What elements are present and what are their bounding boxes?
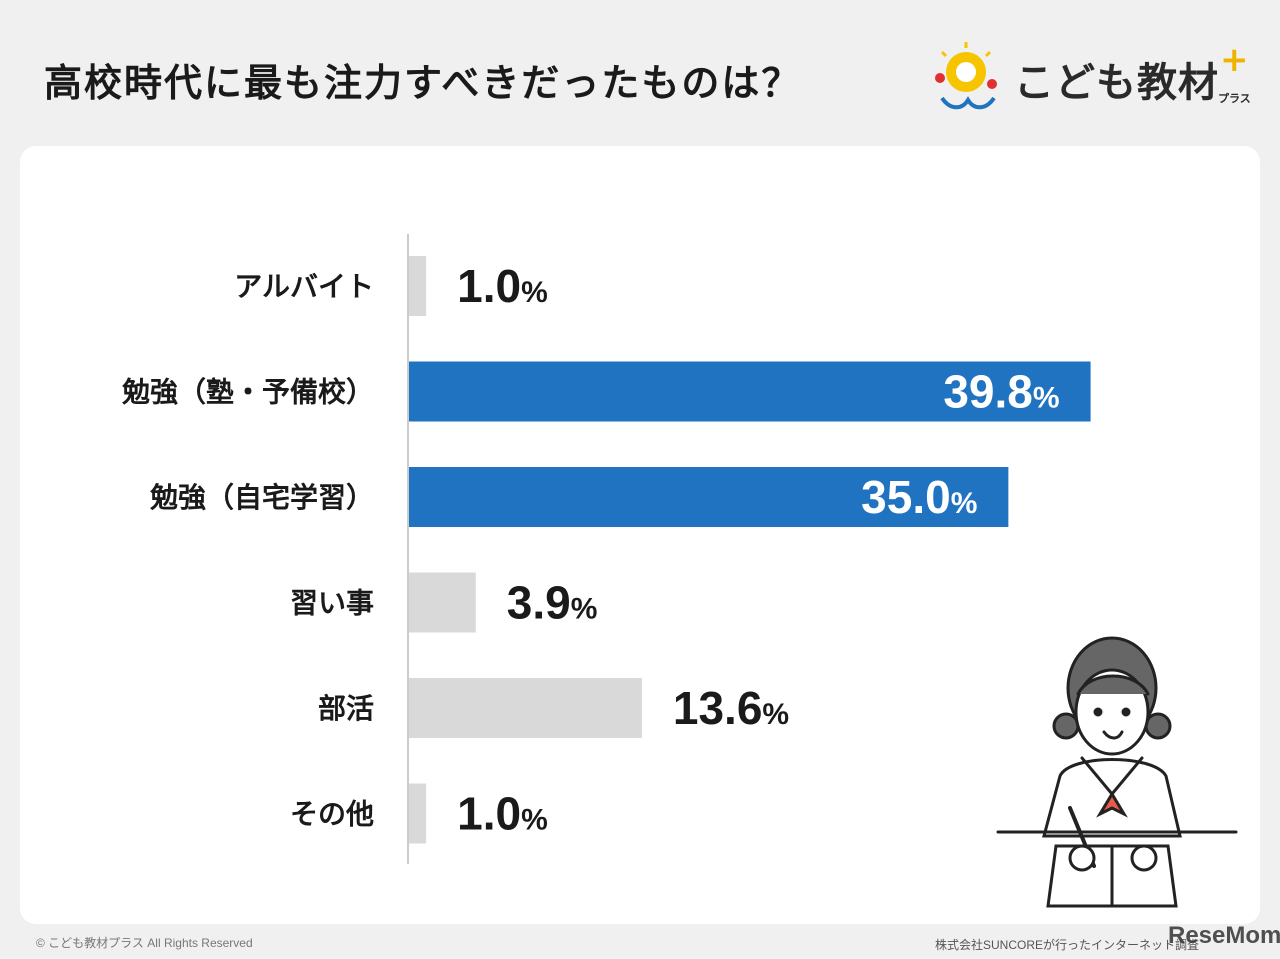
category-label: アルバイト <box>234 270 374 303</box>
watermark: ReseMom <box>1168 922 1280 949</box>
category-label: その他 <box>290 798 374 831</box>
chart-title: 高校時代に最も注力すべきだったものは？ <box>44 61 802 105</box>
logo-plus: + <box>1220 40 1249 80</box>
data-label: 1.0% <box>457 260 548 312</box>
data-label: 13.6% <box>673 682 789 734</box>
bar <box>409 572 476 633</box>
bar-chart: アルバイト 1.0% 勉強（塾・予備校） 39.8% 勉強（自宅学習） 35.0% 習い事 3… <box>121 234 1238 908</box>
copyright-text: © こども教材プラス All Rights Reserved <box>36 936 253 950</box>
bar <box>409 361 1091 422</box>
bar <box>409 783 427 844</box>
category-label: 勉強（自宅学習） <box>149 481 374 514</box>
category-label: 部活 <box>318 692 374 725</box>
data-label: 35.0% <box>861 471 977 523</box>
data-label: 39.8% <box>943 366 1059 418</box>
bar <box>409 678 642 738</box>
brand-logo: こども教材 + プラス <box>928 38 1268 118</box>
logo-sub: プラス <box>1218 92 1251 105</box>
data-label: 3.9% <box>507 577 598 629</box>
logo-text: こども教材 <box>1014 60 1219 106</box>
chart-card: アルバイト 1.0% 勉強（塾・予備校） 39.8% 勉強（自宅学習） 35.0% 習い事 3… <box>20 146 1260 924</box>
source-text: 株式会社SUNCOREが行ったインターネット調査 <box>935 938 1200 952</box>
category-label: 勉強（塾・予備校） <box>121 376 374 409</box>
student-illustration <box>996 636 1238 908</box>
lightbulb-icon <box>935 42 997 110</box>
category-label: 習い事 <box>290 587 374 620</box>
data-label: 1.0% <box>457 788 548 840</box>
bar <box>409 256 427 316</box>
bar <box>409 467 1009 527</box>
